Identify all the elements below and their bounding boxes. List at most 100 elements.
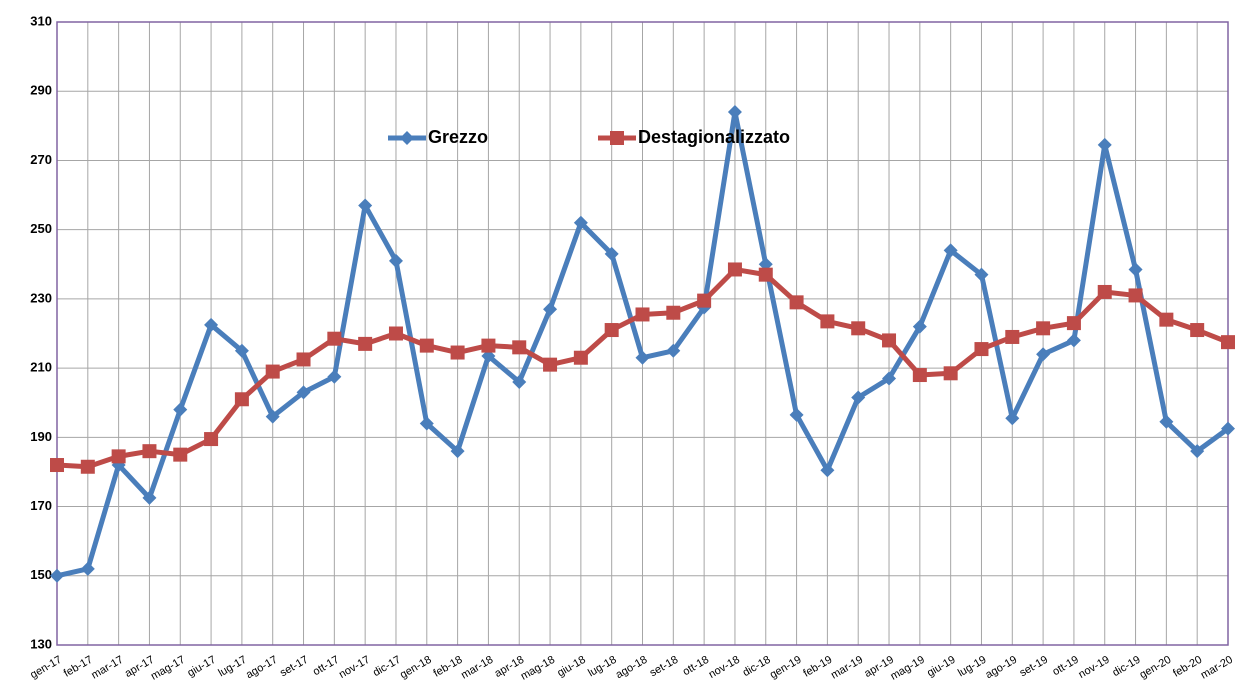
legend-label: Destagionalizzato (638, 127, 790, 147)
x-tick-label: dic-17 (371, 654, 403, 679)
point (265, 409, 280, 424)
point (974, 267, 989, 282)
plot-border (56, 21, 1229, 646)
x-tick-label: nov-19 (1077, 654, 1112, 681)
point (1097, 137, 1112, 152)
point (512, 374, 527, 389)
point (882, 333, 897, 348)
legend-marker (400, 131, 414, 145)
point (758, 267, 773, 282)
x-tick-label: ago-17 (244, 654, 280, 682)
point (142, 490, 157, 505)
x-tick-label: lug-19 (956, 654, 988, 680)
point (1221, 335, 1235, 350)
point (851, 321, 866, 336)
point (912, 319, 927, 334)
point (789, 295, 804, 310)
point (1159, 312, 1174, 327)
point (635, 350, 650, 365)
point (820, 463, 835, 478)
y-tick-label: 250 (30, 221, 52, 236)
x-tick-label: ott-18 (681, 654, 711, 678)
point (573, 215, 588, 230)
x-tick-label: set-19 (1018, 654, 1050, 680)
point (204, 432, 219, 447)
point (481, 338, 496, 353)
x-tick-label: feb-19 (801, 654, 834, 680)
x-tick-label: feb-20 (1171, 654, 1204, 680)
point (974, 342, 989, 357)
point (296, 385, 311, 400)
point (851, 390, 866, 405)
x-tick-label: mar-18 (459, 654, 495, 682)
x-tick-label: giu-17 (186, 654, 218, 680)
point (882, 371, 897, 386)
point (234, 343, 249, 358)
y-tick-label: 150 (30, 567, 52, 582)
point (80, 459, 95, 474)
x-tick-label: feb-18 (432, 654, 465, 680)
point (111, 449, 126, 464)
point (358, 336, 373, 351)
x-tick-label: gen-17 (28, 654, 64, 682)
x-tick-label: nov-17 (337, 654, 372, 681)
point (142, 444, 157, 459)
x-tick-label: mag-18 (519, 654, 557, 683)
point (1036, 321, 1051, 336)
point (1066, 333, 1081, 348)
x-tick-label: set-18 (648, 654, 680, 680)
point (1190, 323, 1205, 338)
x-tick-label: mar-17 (89, 654, 125, 682)
x-tick-label: giu-19 (925, 654, 957, 680)
y-tick-label: 310 (30, 13, 52, 28)
point (388, 326, 403, 341)
y-tick-label: 290 (30, 83, 52, 98)
point (1036, 347, 1051, 362)
point (1005, 329, 1020, 344)
x-tick-label: mag-17 (149, 654, 187, 683)
point (80, 561, 95, 576)
x-tick-label: mar-19 (829, 654, 865, 682)
x-tick-label: ott-19 (1051, 654, 1081, 678)
x-tick-label: giu-18 (555, 654, 587, 680)
point (1190, 444, 1205, 459)
x-tick-label: mar-20 (1199, 654, 1235, 682)
x-tick-label: lug-17 (216, 654, 248, 680)
point (388, 253, 403, 268)
point (1221, 421, 1235, 436)
point (666, 343, 681, 358)
x-tick-label: ago-19 (984, 654, 1020, 682)
point (943, 366, 958, 381)
point (50, 458, 64, 473)
y-tick-label: 170 (30, 498, 52, 513)
point (666, 305, 681, 320)
point (327, 369, 342, 384)
point (543, 302, 558, 317)
point (604, 323, 619, 338)
x-tick-label: dic-18 (741, 654, 773, 679)
point (820, 314, 835, 329)
y-tick-label: 230 (30, 290, 52, 305)
point (173, 402, 188, 417)
y-tick-label: 190 (30, 429, 52, 444)
point (727, 104, 742, 119)
point (1128, 288, 1143, 303)
point (789, 407, 804, 422)
x-tick-label: ago-18 (614, 654, 650, 682)
x-tick-label: nov-18 (707, 654, 742, 681)
x-tick-label: dic-19 (1111, 654, 1143, 679)
point (50, 568, 64, 583)
point (358, 198, 373, 213)
x-tick-label: gen-18 (398, 654, 434, 682)
point (173, 447, 188, 462)
point (697, 293, 712, 308)
y-tick-label: 210 (30, 360, 52, 375)
point (265, 364, 280, 379)
point (1066, 316, 1081, 331)
point (296, 352, 311, 367)
point (204, 317, 219, 332)
point (450, 444, 465, 459)
point (512, 340, 527, 355)
x-tick-label: ott-17 (311, 654, 341, 678)
point (450, 345, 465, 360)
